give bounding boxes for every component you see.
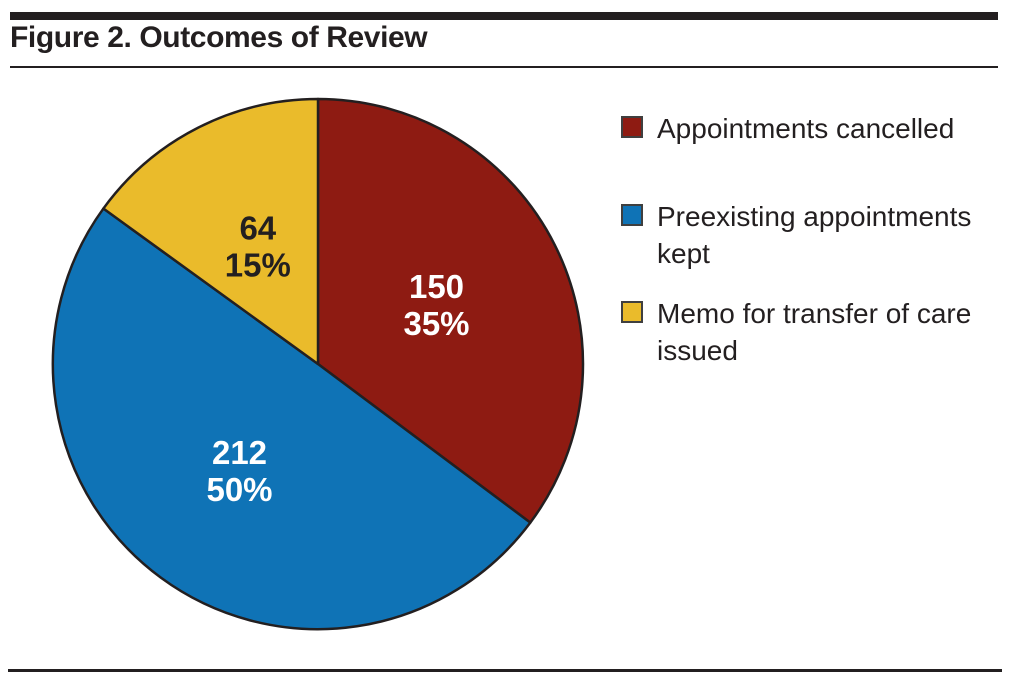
pie-legend: Appointments cancelled Preexisting appoin…	[621, 110, 981, 392]
pie-slice-label-preexisting-appointments-kept: 212 50%	[206, 434, 272, 508]
pie-slice-label-memo-for-transfer-of-care-issued: 64 15%	[225, 209, 291, 283]
legend-item-appointments-cancelled: Appointments cancelled	[621, 110, 981, 147]
pie-slice-memo-for-transfer-of-care-issued	[102, 97, 320, 366]
figure-top-bar	[10, 12, 998, 20]
figure-bottom-rule	[8, 669, 1002, 672]
legend-swatch-icon	[621, 116, 643, 138]
legend-label: Appointments cancelled	[657, 113, 955, 144]
title-underline-rule	[10, 66, 998, 68]
pie-slice-label-appointments-cancelled: 150 35%	[403, 268, 469, 342]
pie-slice-preexisting-appointments-kept	[51, 207, 532, 631]
figure-title: Figure 2. Outcomes of Review	[10, 21, 428, 54]
legend-item-preexisting-appointments-kept: Preexisting appointments kept	[621, 198, 981, 272]
legend-swatch-icon	[621, 204, 643, 226]
legend-item-memo-for-transfer-of-care-issued: Memo for transfer of care issued	[621, 295, 981, 369]
pie-chart: 150 35% 212 50% 64 15%	[51, 97, 585, 631]
legend-label: Memo for transfer of care issued	[657, 298, 972, 366]
legend-swatch-icon	[621, 301, 643, 323]
legend-label: Preexisting appointments kept	[657, 201, 972, 269]
pie-slice-appointments-cancelled	[316, 97, 585, 524]
